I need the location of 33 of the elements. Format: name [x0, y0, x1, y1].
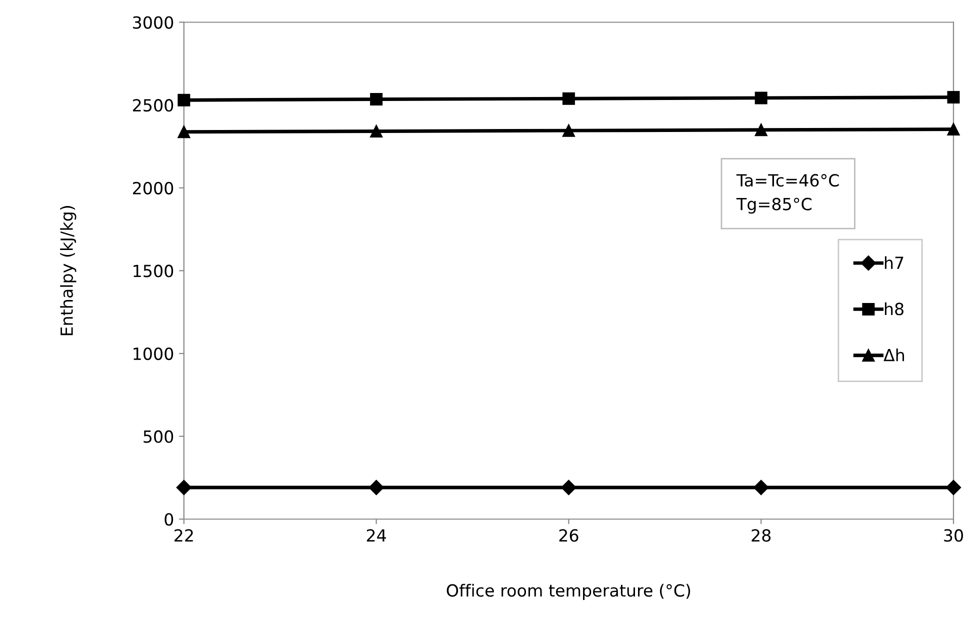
annotation: Ta=Tc=46°C Tg=85°C [736, 174, 839, 214]
point [561, 480, 576, 496]
x-tick-label: 24 [366, 529, 386, 542]
y-tick-label: 1000 [134, 347, 174, 360]
x-tick-label: 30 [944, 529, 963, 542]
y-tick-label: 3000 [133, 16, 174, 29]
y-tick-label: 2500 [133, 99, 174, 112]
y-tick-label: 2000 [133, 182, 174, 194]
y-axis-title: Enthalpy (kJ/kg) [60, 206, 76, 336]
point [562, 124, 575, 137]
legend-label: h7 [884, 256, 904, 269]
point [178, 94, 190, 106]
y-tick-label: 1500 [134, 264, 174, 278]
point [176, 480, 192, 496]
legend-label: Δh [884, 348, 904, 362]
y-tick-label: 0 [164, 513, 174, 526]
point [754, 92, 768, 104]
point [947, 122, 960, 136]
x-tick-label: 26 [559, 529, 578, 542]
legend-label: h8 [884, 302, 904, 316]
point [754, 480, 769, 496]
y-tick-label: 500 [144, 430, 174, 443]
point [562, 92, 575, 105]
point [754, 124, 768, 136]
x-tick-label: 22 [174, 529, 193, 542]
point [178, 126, 190, 138]
point [368, 480, 384, 496]
x-tick-label: 28 [752, 529, 771, 542]
point [947, 91, 960, 104]
point [946, 480, 962, 496]
x-axis-title: Office room temperature (°C) [446, 584, 690, 600]
point [370, 93, 383, 106]
point [370, 124, 383, 138]
